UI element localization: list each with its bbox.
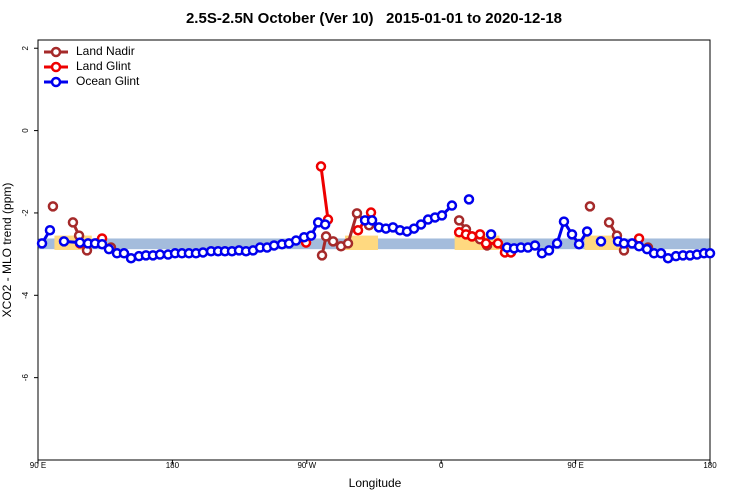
x-tick-label: 90 E: [30, 461, 46, 470]
data-point: [573, 238, 585, 250]
data-point: [453, 215, 465, 226]
data-point: [36, 238, 48, 249]
data-point: [366, 215, 378, 226]
data-point: [466, 231, 478, 242]
data-point: [446, 200, 458, 211]
data-point: [327, 236, 339, 247]
data-point: [103, 243, 115, 255]
legend-marker: [50, 46, 62, 58]
data-point: [485, 229, 497, 240]
data-point: [595, 236, 607, 247]
y-tick-label: -2: [21, 209, 30, 217]
x-axis-title: Longitude: [349, 476, 402, 490]
data-point: [352, 224, 364, 236]
data-point: [415, 219, 427, 230]
data-point: [581, 226, 593, 237]
data-point: [704, 248, 716, 259]
chart-title: 2.5S-2.5N October (Ver 10) 2015-01-01 to…: [186, 10, 562, 27]
data-point: [529, 240, 541, 251]
data-point: [268, 240, 280, 251]
data-point: [96, 238, 108, 250]
data-point: [436, 210, 448, 221]
data-point: [566, 229, 578, 240]
data-point: [618, 238, 630, 249]
data-point: [67, 217, 79, 228]
data-point: [480, 238, 492, 249]
data-point: [315, 161, 327, 172]
legend-marker: [50, 76, 62, 88]
data-point: [154, 249, 166, 260]
data-point: [316, 250, 328, 261]
y-tick-label: 0: [21, 128, 30, 133]
data-point: [351, 208, 363, 219]
y-axis-title: XCO2 - MLO trend (ppm): [0, 183, 14, 318]
data-point: [58, 236, 70, 247]
data-point: [320, 231, 332, 242]
data-point: [584, 201, 596, 212]
y-tick-label: -6: [21, 374, 30, 382]
x-tick-label: 0: [439, 461, 444, 470]
data-point: [543, 245, 555, 256]
data-point: [463, 194, 475, 205]
legend-label: Land Nadir: [76, 44, 135, 58]
x-tick-label: 180: [703, 461, 717, 470]
legend-marker: [50, 61, 62, 73]
background-band: [345, 235, 379, 250]
data-point: [558, 216, 570, 227]
data-point: [474, 229, 486, 240]
data-point: [74, 237, 86, 248]
data-point: [319, 219, 331, 230]
data-point: [44, 224, 56, 236]
data-point: [290, 235, 302, 246]
legend-label: Land Glint: [76, 59, 131, 73]
x-tick-label: 180: [166, 461, 180, 470]
y-tick-label: 2: [21, 45, 30, 50]
data-point: [305, 230, 317, 241]
data-point: [342, 238, 354, 249]
data-point: [492, 238, 504, 249]
data-point: [655, 248, 667, 259]
data-point: [551, 238, 563, 249]
x-tick-label: 90 W: [297, 461, 316, 470]
data-point: [603, 217, 615, 228]
data-point: [118, 248, 130, 259]
legend-label: Ocean Glint: [76, 74, 140, 88]
x-tick-label: 90 E: [567, 461, 583, 470]
y-tick-label: -4: [21, 291, 30, 299]
data-point: [197, 247, 209, 258]
data-point: [47, 201, 59, 212]
